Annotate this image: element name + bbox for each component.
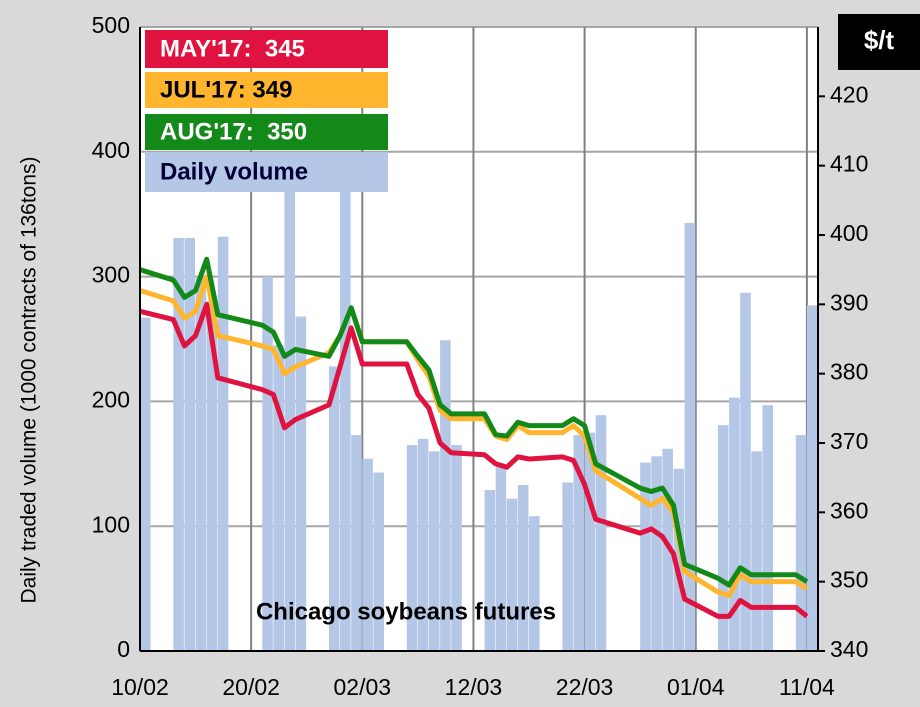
y-tick-label: 200 xyxy=(92,386,130,412)
y2-tick-label: 340 xyxy=(830,636,868,662)
x-tick-label: 01/04 xyxy=(667,674,725,700)
y2-tick-label: 380 xyxy=(830,359,868,385)
bar xyxy=(206,301,218,651)
bar xyxy=(729,397,740,651)
bar xyxy=(517,485,529,651)
y2-tick-label: 350 xyxy=(830,567,868,593)
y-tick-label: 500 xyxy=(92,12,130,38)
bar xyxy=(173,237,184,652)
legend-swatch xyxy=(145,114,388,150)
legend-swatch xyxy=(145,72,388,108)
bar xyxy=(262,276,273,651)
bar xyxy=(217,236,229,651)
y2-tick-label: 370 xyxy=(830,428,868,454)
bar xyxy=(328,366,340,651)
bar xyxy=(273,345,284,651)
y-tick-label: 300 xyxy=(92,262,130,288)
bar xyxy=(640,462,651,651)
bar xyxy=(562,482,573,651)
bar xyxy=(340,185,351,651)
bar xyxy=(351,435,362,651)
bar xyxy=(506,498,518,651)
bar xyxy=(806,305,818,651)
bar xyxy=(495,463,507,651)
y2-axis-label: $/t xyxy=(864,25,895,55)
line xyxy=(139,301,809,619)
y-tick-label: 0 xyxy=(117,636,130,662)
y2-tick-label: 390 xyxy=(830,289,868,315)
bar xyxy=(673,468,685,651)
y2-tick-label: 420 xyxy=(830,81,868,107)
legend-label: AUG'17: 350 xyxy=(160,118,307,145)
bar xyxy=(595,415,607,651)
x-tick-label: 10/02 xyxy=(111,674,169,700)
bar xyxy=(184,237,196,652)
y-tick-label: 400 xyxy=(92,137,130,163)
bar xyxy=(451,445,462,651)
legend-label: MAY'17: 345 xyxy=(160,35,305,62)
y-tick-label: 100 xyxy=(92,511,130,537)
bar xyxy=(529,516,540,651)
bar xyxy=(762,405,773,651)
x-tick-label: 11/04 xyxy=(779,674,835,700)
x-tick-label: 22/03 xyxy=(556,674,614,700)
bar xyxy=(795,435,807,651)
bar xyxy=(284,185,296,651)
x-tick-label: 02/03 xyxy=(334,674,392,700)
bar xyxy=(440,340,451,651)
bar xyxy=(662,448,673,651)
legend-label: JUL'17: 349 xyxy=(160,76,292,103)
bar xyxy=(584,432,596,651)
bar xyxy=(573,435,585,651)
y2-tick-label: 410 xyxy=(830,151,868,177)
bar xyxy=(195,276,207,651)
legend-swatch xyxy=(145,30,388,68)
bar xyxy=(362,458,373,651)
bar xyxy=(406,445,418,651)
y2-label-box xyxy=(838,14,920,70)
bar xyxy=(140,317,151,651)
x-tick-label: 12/03 xyxy=(445,674,503,700)
legend-swatch xyxy=(145,152,388,192)
bar xyxy=(740,292,751,651)
bar xyxy=(717,425,729,651)
bar xyxy=(373,472,384,651)
x-tick-label: 20/02 xyxy=(222,674,280,700)
bar xyxy=(417,438,429,651)
bar xyxy=(428,451,440,651)
bar xyxy=(651,456,662,651)
y-axis-label: Daily traded volume (1000 contracts of 1… xyxy=(18,156,41,603)
bar xyxy=(751,451,762,651)
y2-tick-label: 400 xyxy=(830,220,868,246)
y2-tick-label: 360 xyxy=(830,497,868,523)
bar xyxy=(295,316,307,651)
bar xyxy=(484,490,496,651)
bar xyxy=(684,222,696,651)
annotation: Chicago soybeans futures xyxy=(256,598,556,625)
legend-label: Daily volume xyxy=(160,158,308,185)
line xyxy=(139,256,809,588)
